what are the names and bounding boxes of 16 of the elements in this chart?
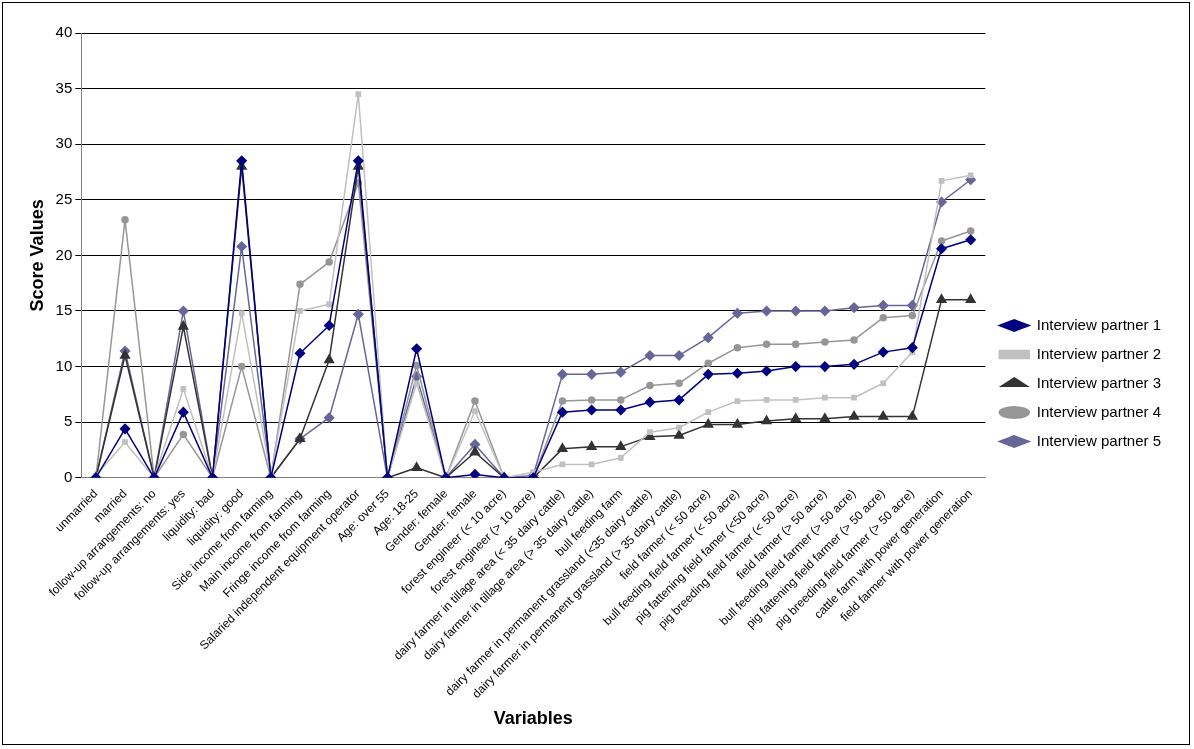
y-tick-label: 0 — [63, 467, 73, 485]
y-tick-label: 10 — [55, 356, 73, 374]
y-tick-label: 25 — [55, 189, 73, 207]
y-tick-label: 15 — [55, 301, 73, 319]
legend-label: Interview partner 5 — [1036, 431, 1162, 449]
legend-label: Interview partner 3 — [1036, 373, 1162, 391]
legend-label: Interview partner 2 — [1036, 344, 1162, 362]
y-axis-title: Score Values — [26, 199, 47, 312]
y-tick-label: 35 — [55, 78, 73, 96]
legend-label: Interview partner 4 — [1036, 402, 1162, 420]
y-tick-label: 20 — [55, 245, 73, 263]
y-tick-label: 5 — [63, 412, 73, 430]
legend-label: Interview partner 1 — [1036, 315, 1162, 333]
y-tick-label: 30 — [55, 134, 73, 152]
y-tick-label: 40 — [55, 23, 73, 41]
x-axis-title: Variables — [493, 708, 573, 729]
